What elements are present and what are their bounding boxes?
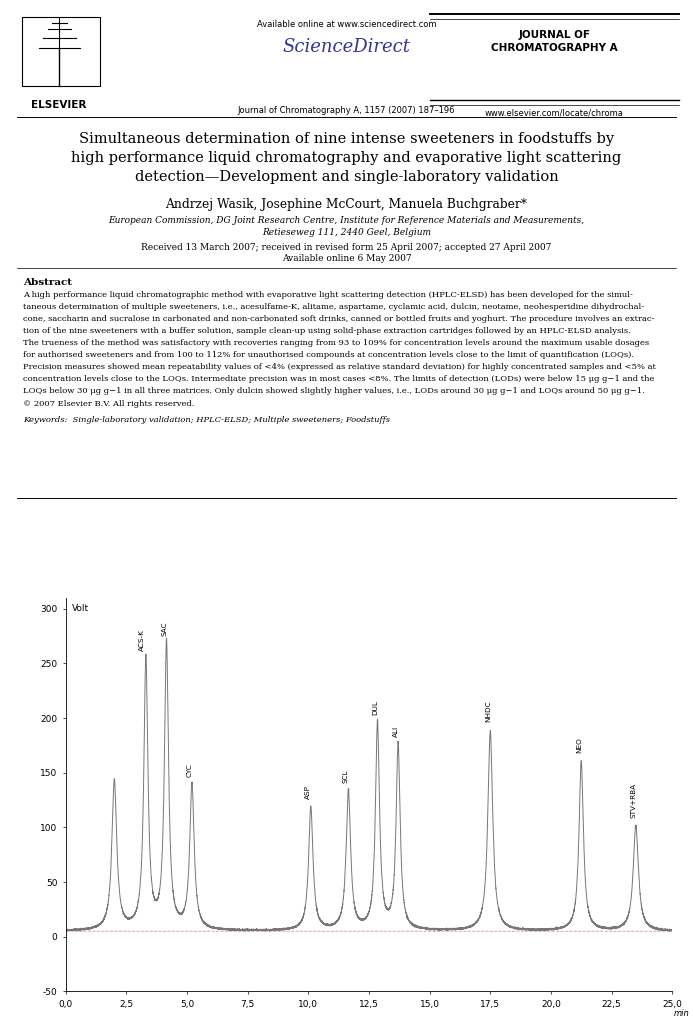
Text: cone, saccharin and sucralose in carbonated and non-carbonated soft drinks, cann: cone, saccharin and sucralose in carbona… <box>23 315 654 323</box>
Text: Simultaneous determination of nine intense sweeteners in foodstuffs by: Simultaneous determination of nine inten… <box>79 132 614 146</box>
Text: ALI: ALI <box>393 726 398 737</box>
Text: Available online 6 May 2007: Available online 6 May 2007 <box>281 254 412 263</box>
Text: Received 13 March 2007; received in revised form 25 April 2007; accepted 27 Apri: Received 13 March 2007; received in revi… <box>141 243 552 252</box>
Text: DUL: DUL <box>372 700 378 714</box>
Text: NHDC: NHDC <box>485 701 491 723</box>
Text: Available online at www.sciencedirect.com: Available online at www.sciencedirect.co… <box>256 20 437 29</box>
Text: taneous determination of multiple sweeteners, i.e., acesulfame-K, alitame, aspar: taneous determination of multiple sweete… <box>23 304 644 311</box>
Text: European Commission, DG Joint Research Centre, Institute for Reference Materials: European Commission, DG Joint Research C… <box>108 216 585 225</box>
Text: high performance liquid chromatography and evaporative light scattering: high performance liquid chromatography a… <box>71 151 622 165</box>
Text: NEO: NEO <box>576 737 582 753</box>
Text: A high performance liquid chromatographic method with evaporative light scatteri: A high performance liquid chromatographi… <box>23 291 633 299</box>
Text: SCL: SCL <box>343 769 349 783</box>
Text: detection—Development and single-laboratory validation: detection—Development and single-laborat… <box>134 170 559 184</box>
Text: JOURNAL OF
CHROMATOGRAPHY A: JOURNAL OF CHROMATOGRAPHY A <box>491 30 617 53</box>
Text: Journal of Chromatography A, 1157 (2007) 187–196: Journal of Chromatography A, 1157 (2007)… <box>238 106 455 115</box>
Text: ACS-K: ACS-K <box>139 630 146 651</box>
Text: LOQs below 30 μg g−1 in all three matrices. Only dulcin showed slightly higher v: LOQs below 30 μg g−1 in all three matric… <box>23 387 644 396</box>
Text: ScienceDirect: ScienceDirect <box>283 38 410 56</box>
Text: concentration levels close to the LOQs. Intermediate precision was in most cases: concentration levels close to the LOQs. … <box>23 375 654 383</box>
Text: Volt: Volt <box>72 604 89 613</box>
Text: ELSEVIER: ELSEVIER <box>31 100 87 110</box>
Text: Precision measures showed mean repeatability values of <4% (expressed as relativ: Precision measures showed mean repeatabi… <box>23 364 656 371</box>
Text: The trueness of the method was satisfactory with recoveries ranging from 93 to 1: The trueness of the method was satisfact… <box>23 339 649 347</box>
Text: tion of the nine sweeteners with a buffer solution, sample clean-up using solid-: tion of the nine sweeteners with a buffe… <box>23 327 631 335</box>
Text: Abstract: Abstract <box>23 278 72 287</box>
Text: STV+RBA: STV+RBA <box>631 783 636 818</box>
Text: Retieseweg 111, 2440 Geel, Belgium: Retieseweg 111, 2440 Geel, Belgium <box>262 228 431 237</box>
Text: © 2007 Elsevier B.V. All rights reserved.: © 2007 Elsevier B.V. All rights reserved… <box>23 400 194 408</box>
Text: CYC: CYC <box>186 763 193 777</box>
Text: Keywords:  Single-laboratory validation; HPLC-ELSD; Multiple sweeteners; Foodstu: Keywords: Single-laboratory validation; … <box>23 416 390 424</box>
Text: Andrzej Wasik, Josephine McCourt, Manuela Buchgraber*: Andrzej Wasik, Josephine McCourt, Manuel… <box>166 198 527 211</box>
Text: ASP: ASP <box>306 785 311 799</box>
Text: SAC: SAC <box>161 621 167 636</box>
Text: www.elsevier.com/locate/chroma: www.elsevier.com/locate/chroma <box>485 108 624 117</box>
Text: min: min <box>674 1009 689 1018</box>
Text: for authorised sweeteners and from 100 to 112% for unauthorised compounds at con: for authorised sweeteners and from 100 t… <box>23 352 634 360</box>
